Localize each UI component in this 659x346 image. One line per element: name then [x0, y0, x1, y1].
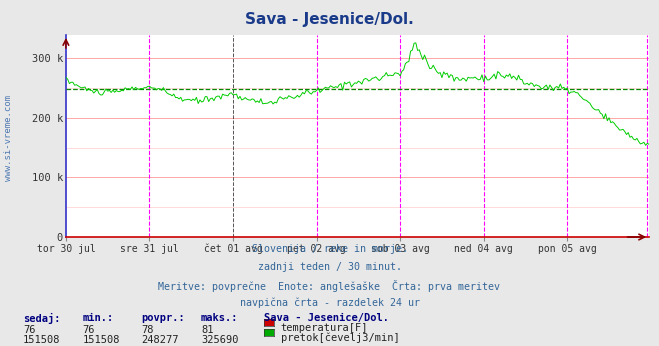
Text: 248277: 248277 — [142, 335, 179, 345]
Text: 151508: 151508 — [23, 335, 61, 345]
Text: povpr.:: povpr.: — [142, 313, 185, 323]
Text: Sava - Jesenice/Dol.: Sava - Jesenice/Dol. — [264, 313, 389, 323]
Text: min.:: min.: — [82, 313, 113, 323]
Text: Meritve: povprečne  Enote: anglešaške  Črta: prva meritev: Meritve: povprečne Enote: anglešaške Črt… — [159, 280, 500, 292]
Text: Slovenija / reke in morje.: Slovenija / reke in morje. — [252, 244, 407, 254]
Text: 81: 81 — [201, 325, 214, 335]
Text: maks.:: maks.: — [201, 313, 239, 323]
Text: 78: 78 — [142, 325, 154, 335]
Text: navpična črta - razdelek 24 ur: navpična črta - razdelek 24 ur — [239, 298, 420, 308]
Text: 76: 76 — [82, 325, 95, 335]
Text: 151508: 151508 — [82, 335, 120, 345]
Text: sedaj:: sedaj: — [23, 313, 61, 324]
Text: www.si-vreme.com: www.si-vreme.com — [4, 95, 13, 181]
Text: temperatura[F]: temperatura[F] — [281, 323, 368, 333]
Text: pretok[čevelj3/min]: pretok[čevelj3/min] — [281, 333, 399, 343]
Text: 325690: 325690 — [201, 335, 239, 345]
Text: zadnji teden / 30 minut.: zadnji teden / 30 minut. — [258, 262, 401, 272]
Text: 76: 76 — [23, 325, 36, 335]
Text: Sava - Jesenice/Dol.: Sava - Jesenice/Dol. — [245, 12, 414, 27]
